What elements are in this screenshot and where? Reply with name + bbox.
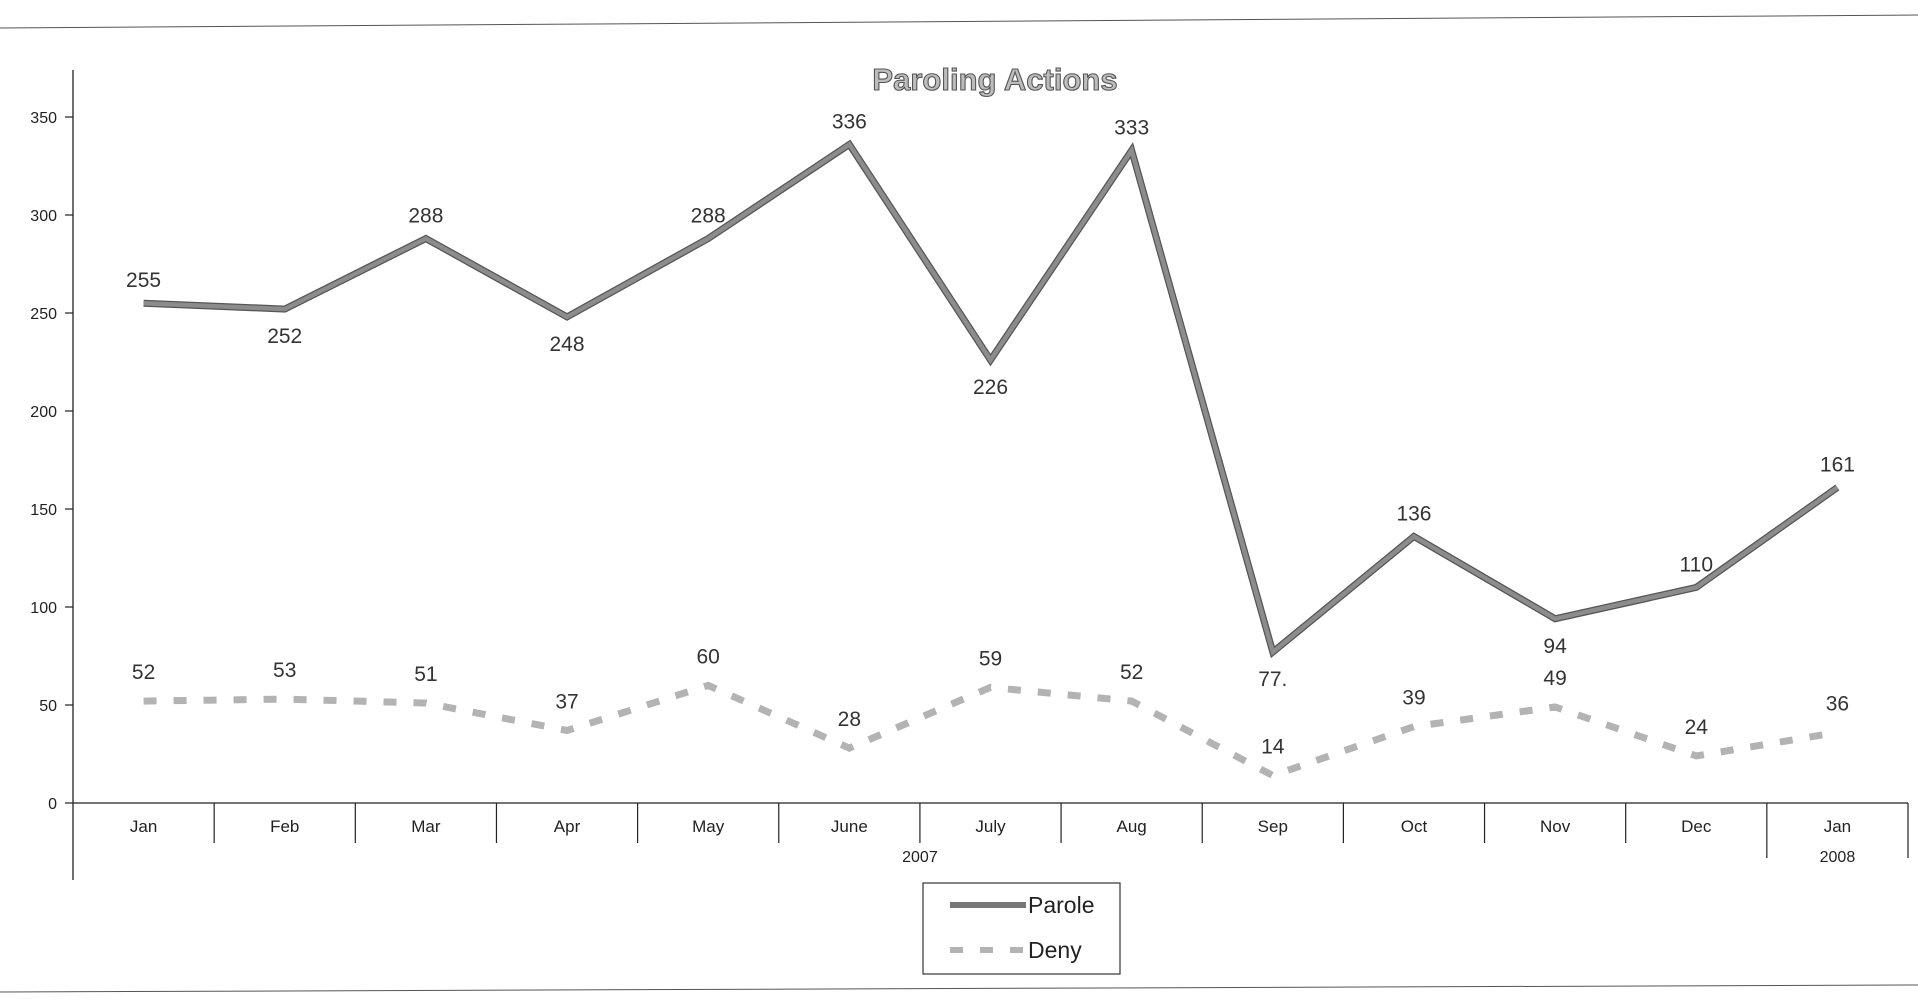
data-label-deny: 39 (1402, 687, 1425, 710)
series-line-deny (144, 685, 1838, 775)
series-layer (143, 144, 1837, 775)
data-label-parole: 110 (1680, 553, 1713, 576)
year-group-label: 2007 (902, 849, 938, 866)
y-tick-label: 150 (30, 502, 57, 519)
y-tick-label: 350 (30, 110, 57, 127)
chart-frame (0, 15, 1918, 992)
x-tick-label: June (831, 817, 868, 836)
legend-label-parole: Parole (1028, 892, 1094, 918)
data-label-parole: 248 (550, 333, 585, 356)
x-tick-label: Nov (1540, 817, 1571, 836)
data-label-deny: 37 (555, 690, 578, 713)
legend-label-deny: Deny (1028, 937, 1082, 963)
x-tick-label: Oct (1401, 817, 1428, 836)
chart-title: Paroling Actions (872, 62, 1117, 97)
y-tick-label: 100 (30, 600, 57, 617)
frame-top-border (0, 15, 1918, 28)
x-tick-label: May (692, 817, 725, 836)
data-label-deny: 24 (1685, 716, 1709, 739)
y-tick-label: 0 (48, 796, 57, 813)
y-axis: 0 50 100 150 200 250 300 350 (30, 70, 73, 880)
data-label-deny: 53 (273, 659, 296, 682)
data-label-parole: 288 (691, 205, 726, 228)
data-label-parole: 255 (126, 269, 161, 292)
data-label-parole: 161 (1820, 453, 1855, 476)
data-label-deny: 49 (1543, 667, 1566, 690)
data-label-parole: 77. (1258, 668, 1287, 691)
frame-bottom-border (0, 985, 1918, 992)
data-label-deny: 28 (838, 708, 861, 731)
x-tick-label: Aug (1117, 817, 1147, 836)
data-label-parole: 252 (267, 325, 302, 348)
y-tick-label: 50 (39, 698, 57, 715)
data-label-deny: 60 (697, 645, 720, 668)
x-tick-label: Dec (1681, 817, 1712, 836)
x-tick-label: Feb (270, 817, 299, 836)
x-tick-label: July (975, 817, 1006, 836)
data-label-deny: 14 (1261, 736, 1285, 759)
x-tick-label: Jan (1824, 817, 1851, 836)
x-tick-label: Sep (1258, 817, 1288, 836)
data-label-deny: 59 (979, 647, 1002, 670)
data-label-parole: 226 (973, 376, 1008, 399)
data-label-deny: 52 (1120, 661, 1143, 684)
data-label-parole: 333 (1114, 116, 1149, 139)
x-tick-label: Jan (130, 817, 157, 836)
data-label-deny: 52 (132, 661, 155, 684)
y-tick-label: 200 (30, 404, 57, 421)
x-axis: Jan Feb Mar Apr May June July Aug Sep Oct Nov Dec Ja… (73, 803, 1908, 866)
x-tick-label: Mar (411, 817, 441, 836)
data-label-parole: 288 (408, 205, 443, 228)
x-tick-label: Apr (554, 817, 581, 836)
data-label-deny: 51 (414, 663, 437, 686)
data-label-parole: 94 (1543, 635, 1567, 658)
y-tick-label: 300 (30, 208, 57, 225)
data-label-deny: 36 (1826, 692, 1849, 715)
data-label-parole: 336 (832, 110, 867, 133)
year-group-label: 2008 (1820, 849, 1856, 866)
legend: Parole Deny (923, 883, 1120, 974)
data-labels: 255 252 288 248 288 336 226 333 77. 136 94 110 161 52… (126, 110, 1855, 758)
y-tick-label: 250 (30, 306, 57, 323)
data-label-parole: 136 (1396, 502, 1431, 525)
